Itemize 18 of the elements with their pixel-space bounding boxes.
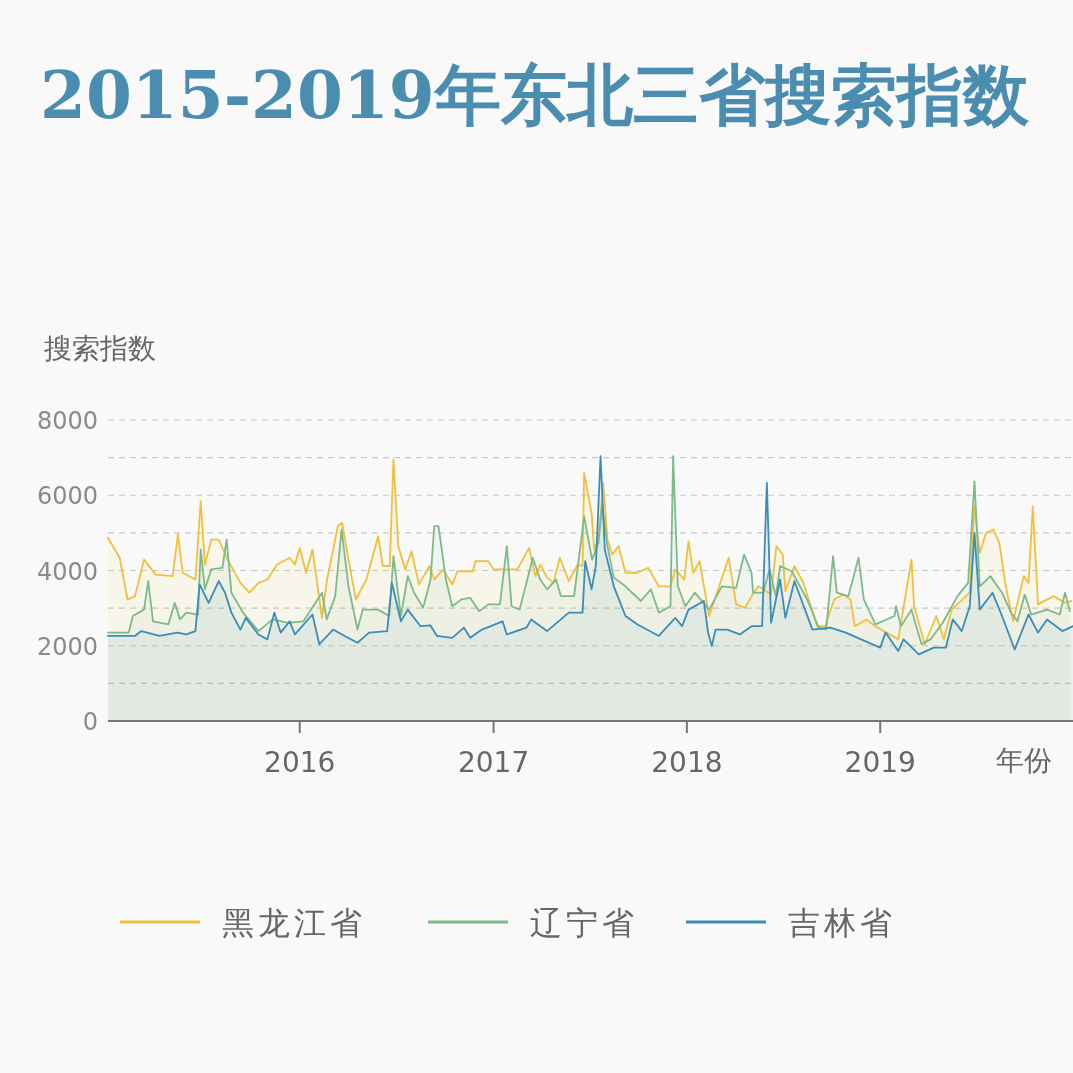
legend-label: 黑龙江省 <box>222 904 366 942</box>
legend-label: 辽宁省 <box>530 904 638 942</box>
legend-item: 吉林省 <box>686 904 896 942</box>
y-tick-label: 6000 <box>36 482 98 511</box>
y-tick-label: 4000 <box>36 557 98 586</box>
legend-label: 吉林省 <box>788 904 896 942</box>
y-tick-label: 8000 <box>36 407 98 435</box>
y-axis-title: 搜索指数 <box>44 332 156 365</box>
legend-item: 黑龙江省 <box>120 904 366 942</box>
x-tick-label: 2017 <box>457 746 530 779</box>
y-tick-label: 0 <box>82 708 98 736</box>
x-tick-label: 2018 <box>651 746 723 779</box>
legend-item: 辽宁省 <box>428 904 638 942</box>
x-tick-label: 2019 <box>844 746 916 779</box>
y-tick-label: 2000 <box>36 632 98 661</box>
x-axis-title: 年份 <box>996 744 1052 777</box>
x-tick-label: 2016 <box>264 746 336 779</box>
chart-title: 2015-2019年东北三省搜索指数 <box>40 56 1030 134</box>
